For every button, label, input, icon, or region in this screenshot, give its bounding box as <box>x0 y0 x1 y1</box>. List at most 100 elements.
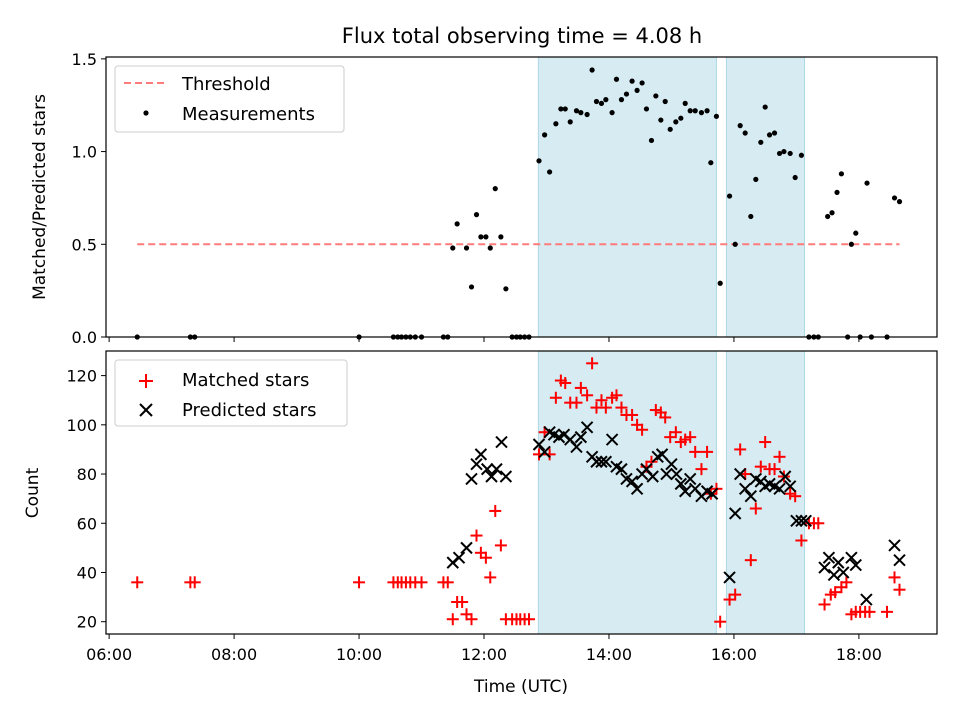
predicted-star-point <box>738 482 752 496</box>
matched-star-point <box>684 431 697 444</box>
y-tick-label: 1.0 <box>72 143 97 162</box>
x-tick-label: 06:00 <box>86 645 132 664</box>
measurement-point <box>613 76 620 82</box>
measurement-point <box>896 199 903 205</box>
measurement-point <box>454 221 460 227</box>
y-tick-label: 40 <box>77 563 97 582</box>
predicted-star-point <box>778 470 792 483</box>
bottom-legend-frame <box>114 359 348 427</box>
predicted-star-point <box>615 462 628 476</box>
matched-star-point <box>615 401 628 414</box>
measurement-point <box>643 106 650 112</box>
matched-star-point <box>689 445 702 458</box>
bottom-axes-frame <box>105 350 938 635</box>
matched-star-point <box>574 381 587 394</box>
measurement-point <box>776 150 783 157</box>
predicted-star-point <box>480 462 494 476</box>
matched-star-point <box>456 596 469 609</box>
predicted-star-point <box>605 433 619 446</box>
matched-star-point <box>353 576 366 589</box>
matched-star-point <box>812 517 825 530</box>
measurement-point <box>578 110 584 116</box>
matched-star-point <box>768 463 781 476</box>
panel-top: 0.0 0.5 1.0 1.5 Matched/Predicted stars Thr… <box>30 50 938 347</box>
measurement-point <box>503 286 509 292</box>
measurement-point <box>478 234 484 240</box>
matched-star-point <box>881 605 894 618</box>
predicted-star-point <box>538 445 551 459</box>
predicted-star-point <box>845 551 858 564</box>
predicted-star-point <box>795 514 808 528</box>
predicted-star-point <box>599 455 613 468</box>
measurement-point <box>726 193 733 199</box>
matched-star-point <box>599 401 612 414</box>
measurement-point <box>573 108 580 114</box>
matched-star-point <box>489 504 502 517</box>
predicted-star-point <box>832 556 845 569</box>
measurement-point <box>536 158 542 164</box>
measurement-point <box>639 80 645 86</box>
matched-star-point <box>829 586 842 599</box>
measurement-point <box>673 119 679 125</box>
predicted-star-point <box>705 487 719 500</box>
matched-star-point <box>701 445 714 458</box>
measurement-point <box>648 137 655 144</box>
measurement-point <box>708 160 714 166</box>
measurement-point <box>891 195 898 201</box>
matched-star-point <box>484 571 497 584</box>
measurement-point <box>682 100 688 106</box>
matched-star-point <box>773 450 786 463</box>
measurement-point <box>787 150 793 157</box>
matched-star-point <box>446 613 459 626</box>
matched-star-point <box>626 408 639 421</box>
measurement-point <box>658 117 664 123</box>
x-tick-label: 10:00 <box>336 645 382 664</box>
matched-star-point <box>818 598 831 611</box>
matched-star-point <box>759 436 772 449</box>
y-tick-label: 80 <box>77 465 97 484</box>
measurement-point <box>593 98 600 105</box>
measurement-point <box>603 97 609 103</box>
predicted-star-point <box>670 467 683 481</box>
top-ylabel: Matched/Predicted stars <box>30 94 50 300</box>
matched-star-point <box>610 389 623 402</box>
matched-star-point <box>893 583 906 596</box>
predicted-star-point <box>860 593 873 606</box>
top-legend-frame <box>114 65 345 133</box>
predicted-star-point <box>574 430 588 444</box>
predicted-star-point <box>630 482 644 496</box>
x-tick-label: 14:00 <box>586 645 632 664</box>
predicted-star-point <box>674 477 688 491</box>
measurement-point <box>692 108 698 114</box>
matched-star-point <box>888 571 901 584</box>
measurement-point <box>553 121 559 127</box>
measurement-point <box>473 212 480 218</box>
measurement-point <box>834 189 840 195</box>
y-tick-label: 20 <box>77 613 97 632</box>
predicted-star-point <box>499 470 513 483</box>
matched-star-point <box>695 463 708 476</box>
predicted-star-point <box>893 553 906 567</box>
measurement-point <box>825 213 831 220</box>
predicted-star-point <box>485 470 498 483</box>
bottom-legend: Matched stars Predicted stars <box>114 359 348 427</box>
predicted-star-point <box>625 475 639 488</box>
measurement-point <box>618 97 625 103</box>
matched-star-point <box>595 394 608 407</box>
matched-star-point <box>581 389 594 402</box>
matched-star-point <box>570 396 583 409</box>
predicted-star-point <box>799 514 812 528</box>
y-tick-label: 60 <box>77 514 97 533</box>
predicted-star-point <box>728 507 742 520</box>
legend-matched-swatch <box>139 374 153 388</box>
legend-predicted-label: Predicted stars <box>182 400 316 421</box>
predicted-star-point <box>660 467 673 481</box>
matched-star-point <box>645 455 658 468</box>
matched-star-point <box>465 613 478 626</box>
measurement-point <box>662 98 668 105</box>
predicted-star-point <box>470 457 483 471</box>
bottom-ylabel: Count <box>23 467 43 518</box>
measurement-point <box>713 113 720 119</box>
matched-star-point <box>522 613 535 626</box>
matched-star-point <box>749 502 762 515</box>
